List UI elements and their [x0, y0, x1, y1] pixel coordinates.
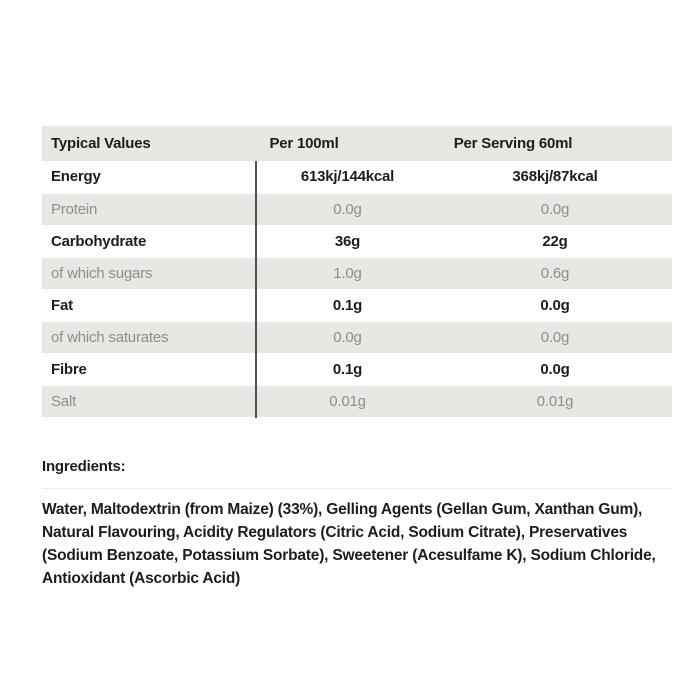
table-row-energy: Energy 613kj/144kcal 368kj/87kcal — [42, 161, 672, 193]
row-label: Salt — [42, 384, 257, 418]
table-row-of-which-sugars: of which sugars 1.0g 0.6g — [42, 256, 672, 290]
ingredients-heading: Ingredients: — [42, 457, 126, 475]
row-label: of which sugars — [42, 256, 257, 290]
column-header-typical-values: Typical Values — [51, 135, 151, 152]
table-row-salt: Salt 0.01g 0.01g — [42, 384, 672, 418]
row-value-per-100ml: 0.01g — [256, 384, 438, 418]
row-value-per-100ml: 0.1g — [256, 353, 438, 385]
row-label: Fat — [42, 289, 257, 321]
row-value-per-100ml: 0.0g — [256, 192, 438, 226]
row-value-per-serving: 0.01g — [438, 384, 672, 418]
row-value-per-serving: 0.0g — [438, 192, 672, 226]
ingredients-divider — [42, 487, 672, 489]
table-row-carbohydrate: Carbohydrate 36g 22g — [42, 225, 672, 257]
nutrition-table: Typical Values Per 100ml Per Serving 60m… — [42, 126, 672, 418]
row-value-per-serving: 0.0g — [438, 289, 672, 321]
row-label: Fibre — [42, 353, 257, 385]
row-value-per-serving: 368kj/87kcal — [438, 161, 672, 193]
row-value-per-100ml: 613kj/144kcal — [256, 161, 438, 193]
row-value-per-100ml: 36g — [256, 225, 438, 257]
row-value-per-serving: 0.6g — [438, 256, 672, 290]
ingredients-text: Water, Maltodextrin (from Maize) (33%), … — [42, 500, 656, 587]
row-label: Carbohydrate — [42, 225, 257, 257]
column-header-per-100ml: Per 100ml — [269, 135, 339, 152]
row-label: Protein — [42, 192, 257, 226]
table-row-fat: Fat 0.1g 0.0g — [42, 289, 672, 321]
row-label: of which saturates — [42, 320, 257, 354]
row-value-per-100ml: 0.0g — [256, 320, 438, 354]
row-label: Energy — [42, 161, 257, 193]
row-value-per-serving: 0.0g — [438, 320, 672, 354]
table-row-fibre: Fibre 0.1g 0.0g — [42, 353, 672, 385]
table-header-row: Typical Values Per 100ml Per Serving 60m… — [42, 126, 672, 161]
row-value-per-serving: 22g — [438, 225, 672, 257]
table-row-of-which-saturates: of which saturates 0.0g 0.0g — [42, 320, 672, 354]
row-value-per-100ml: 0.1g — [256, 289, 438, 321]
row-value-per-serving: 0.0g — [438, 353, 672, 385]
row-value-per-100ml: 1.0g — [256, 256, 438, 290]
table-row-protein: Protein 0.0g 0.0g — [42, 192, 672, 226]
nutrition-content: Typical Values Per 100ml Per Serving 60m… — [42, 126, 672, 590]
column-header-per-serving: Per Serving 60ml — [453, 135, 573, 152]
